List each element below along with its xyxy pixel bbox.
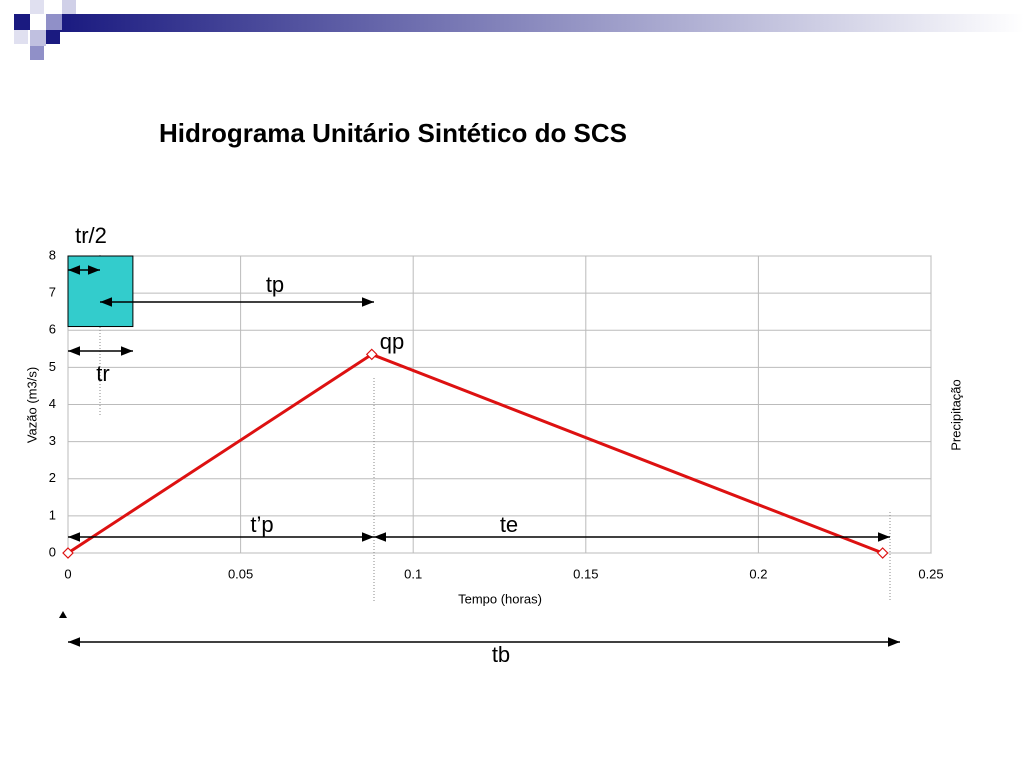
y-tick-label: 3 <box>49 433 56 448</box>
annotation: te <box>500 512 518 537</box>
y-tick-label: 6 <box>49 322 56 337</box>
point-marker <box>365 348 378 361</box>
y-tick-label: 0 <box>49 544 56 559</box>
x-tick-label: 0.2 <box>749 566 767 581</box>
x-tick-label: 0.05 <box>228 566 253 581</box>
point-marker <box>62 547 74 559</box>
y-tick-label: 7 <box>49 285 56 300</box>
grid <box>67 255 932 554</box>
line-series <box>67 352 884 555</box>
annotation: tr/2 <box>75 223 107 248</box>
chart-title: Hidrograma Unitário Sintético do SCS <box>159 118 627 148</box>
annotation: t’p <box>250 512 273 537</box>
y2-axis-label: Precipitação <box>948 379 963 451</box>
x-tick-label: 0.1 <box>404 566 422 581</box>
point-marker <box>876 547 889 559</box>
guides <box>99 255 891 602</box>
y-tick-label: 8 <box>49 247 56 262</box>
precipitation-bar <box>67 255 134 328</box>
x-tick-label: 0.25 <box>918 566 943 581</box>
x-tick-label: 0 <box>64 566 71 581</box>
y-tick-label: 2 <box>49 470 56 485</box>
header-decoration <box>14 0 1024 60</box>
annotation-arrows <box>59 265 900 647</box>
y-axis-label: Vazão (m3/s) <box>24 367 39 443</box>
annotation: qp <box>380 329 404 354</box>
y-tick-label: 1 <box>49 507 56 522</box>
x-tick-label: 0.15 <box>573 566 598 581</box>
annotation: tb <box>492 642 510 667</box>
annotation: tp <box>266 272 284 297</box>
y-tick-label: 5 <box>49 359 56 374</box>
y-tick-label: 4 <box>49 396 56 411</box>
x-axis-label: Tempo (horas) <box>458 591 542 606</box>
annotation: tr <box>96 361 109 386</box>
